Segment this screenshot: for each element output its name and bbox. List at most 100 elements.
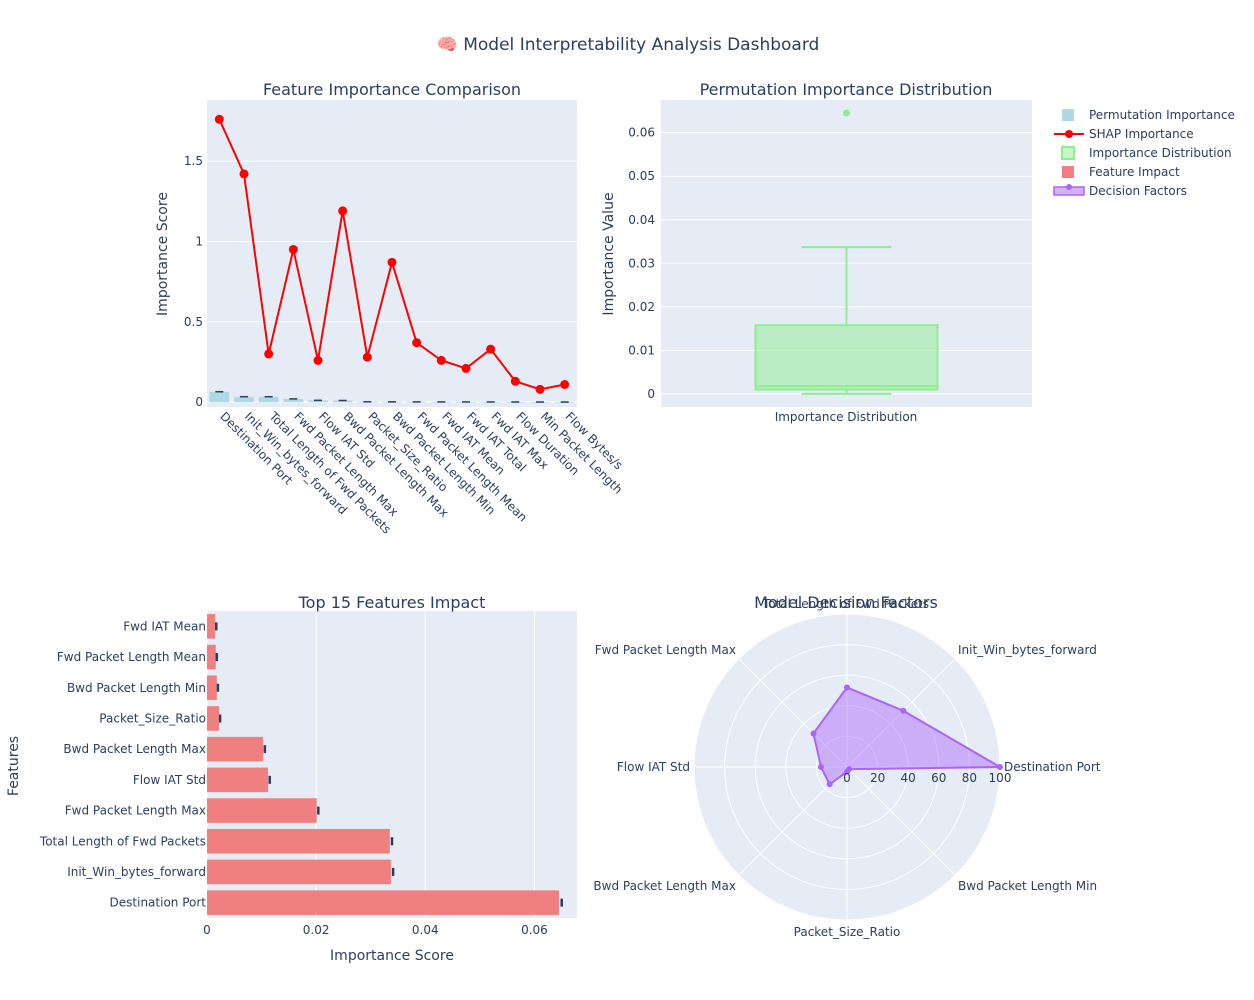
angular-tick-label: Packet_Size_Ratio — [794, 925, 901, 939]
angular-label-overlap: Total Length of Fwd Packets — [762, 597, 929, 611]
square-swatch-icon — [1062, 166, 1074, 178]
impact-bar — [207, 890, 559, 915]
angular-tick-label: Init_Win_bytes_forward — [958, 643, 1097, 657]
chart-title: Model Decision Factors — [754, 593, 938, 612]
impact-bar — [207, 828, 390, 854]
shap-point — [436, 355, 446, 365]
shap-point — [313, 355, 323, 365]
angular-gridline — [846, 658, 956, 768]
iqr-box — [754, 324, 939, 391]
permutation-bar — [283, 398, 304, 403]
y-tick-label: Bwd Packet Length Max — [63, 742, 206, 756]
decision-factor-point — [817, 764, 824, 770]
y-tick-label: 0.5 — [184, 315, 203, 329]
shap-point — [535, 384, 545, 394]
permutation-bar — [308, 400, 328, 403]
chart-title: Top 15 Features Impact — [298, 593, 486, 612]
decision-factor-point — [900, 707, 907, 714]
decision-factor-point — [810, 730, 817, 737]
y-tick-label: 0.03 — [628, 256, 655, 270]
impact-bar — [207, 736, 264, 762]
line-marker-dot-icon — [1066, 184, 1072, 190]
x-axis-label: Importance Score — [330, 948, 454, 964]
shap-point — [264, 349, 274, 359]
decision-factor-point — [846, 766, 853, 773]
impact-bar — [207, 706, 220, 731]
legend-item: Decision Factors — [1053, 184, 1187, 198]
legend-item: SHAP Importance — [1054, 127, 1194, 141]
shap-point — [461, 363, 471, 373]
x-tick-label: 0.06 — [521, 923, 548, 937]
x-tick-label: 0.02 — [303, 923, 330, 937]
y-tick-label: Fwd Packet Length Mean — [57, 650, 206, 664]
legend-label: Feature Impact — [1089, 165, 1180, 179]
x-tick-label: Importance Distribution — [775, 410, 918, 424]
radial-tick-label: 40 — [901, 771, 916, 785]
y-axis-label: Importance Value — [601, 192, 617, 315]
x-tick-label: 0.04 — [412, 923, 439, 937]
y-tick-label: 0.06 — [628, 126, 655, 140]
angular-tick-label: Flow IAT Std — [617, 760, 690, 774]
box-swatch-icon — [1061, 146, 1075, 160]
y-tick-label: 0 — [195, 395, 203, 409]
y-tick-label: Packet_Size_Ratio — [99, 711, 206, 725]
y-tick-label: Fwd Packet Length Max — [65, 804, 206, 818]
permutation-bar — [332, 400, 353, 403]
decision-factor-point — [844, 684, 850, 691]
angular-gridline — [738, 658, 848, 768]
legend-item: Importance Distribution — [1061, 146, 1232, 160]
y-tick-label: 1.5 — [184, 154, 203, 168]
angular-gridline — [846, 766, 956, 876]
y-tick-label: Flow IAT Std — [133, 773, 206, 787]
radial-tick-label: 60 — [931, 771, 946, 785]
y-tick-label: Bwd Packet Length Min — [67, 681, 206, 695]
shap-point — [510, 376, 520, 386]
angular-tick-label: Bwd Packet Length Min — [958, 879, 1097, 893]
y-axis-label: Features — [6, 736, 22, 796]
y-tick-label: Init_Win_bytes_forward — [67, 865, 206, 879]
angular-tick-label: Fwd Packet Length Max — [595, 643, 736, 657]
y-tick-label: Destination Port — [110, 896, 207, 910]
x-tick-label: 0 — [203, 923, 211, 937]
y-tick-label: 0.05 — [628, 169, 655, 183]
shap-point — [412, 338, 422, 348]
dashboard-title: 🧠 Model Interpretability Analysis Dashbo… — [437, 35, 820, 55]
legend-label: Importance Distribution — [1089, 146, 1232, 160]
y-tick-label: 0.02 — [628, 300, 655, 314]
y-tick-label: 0.04 — [628, 213, 655, 227]
angular-tick-label: Destination Port — [1004, 760, 1101, 774]
legend-item: Permutation Importance — [1062, 108, 1235, 122]
shap-point — [387, 257, 397, 267]
line-marker-dot-icon — [1065, 130, 1073, 138]
square-swatch-icon — [1062, 109, 1074, 121]
impact-bar — [207, 798, 317, 823]
decision-factor-point — [826, 781, 833, 788]
shap-point — [486, 344, 496, 354]
y-tick-label: 0 — [647, 387, 655, 401]
legend-label: Decision Factors — [1089, 184, 1187, 198]
permutation-distribution-panel: Permutation Importance Distribution Impo… — [601, 80, 1032, 424]
top-features-impact-panel: Top 15 Features Impact Features Importan… — [6, 593, 577, 964]
legend-label: SHAP Importance — [1089, 127, 1194, 141]
chart-title: Feature Importance Comparison — [263, 80, 521, 99]
decision-factor-point — [997, 764, 1003, 770]
legend: Permutation Importance SHAP Importance Imp… — [1053, 108, 1235, 198]
y-tick-label: Fwd IAT Mean — [123, 619, 206, 633]
shap-point — [362, 352, 372, 362]
permutation-bar — [209, 391, 230, 403]
chart-title: Permutation Importance Distribution — [700, 80, 993, 99]
angular-tick-label: Bwd Packet Length Max — [593, 879, 736, 893]
permutation-bar — [258, 396, 279, 403]
shap-point — [214, 114, 224, 124]
permutation-bar — [234, 396, 254, 403]
y-tick-label: 1 — [195, 234, 203, 248]
shap-point — [338, 206, 348, 216]
y-tick-label: 0.01 — [628, 343, 655, 357]
shap-point — [239, 169, 249, 179]
shap-point — [288, 244, 298, 254]
radial-tick-label: 0 — [843, 771, 851, 785]
impact-bar — [207, 614, 216, 639]
legend-label: Permutation Importance — [1089, 108, 1235, 122]
impact-bar — [207, 859, 391, 885]
